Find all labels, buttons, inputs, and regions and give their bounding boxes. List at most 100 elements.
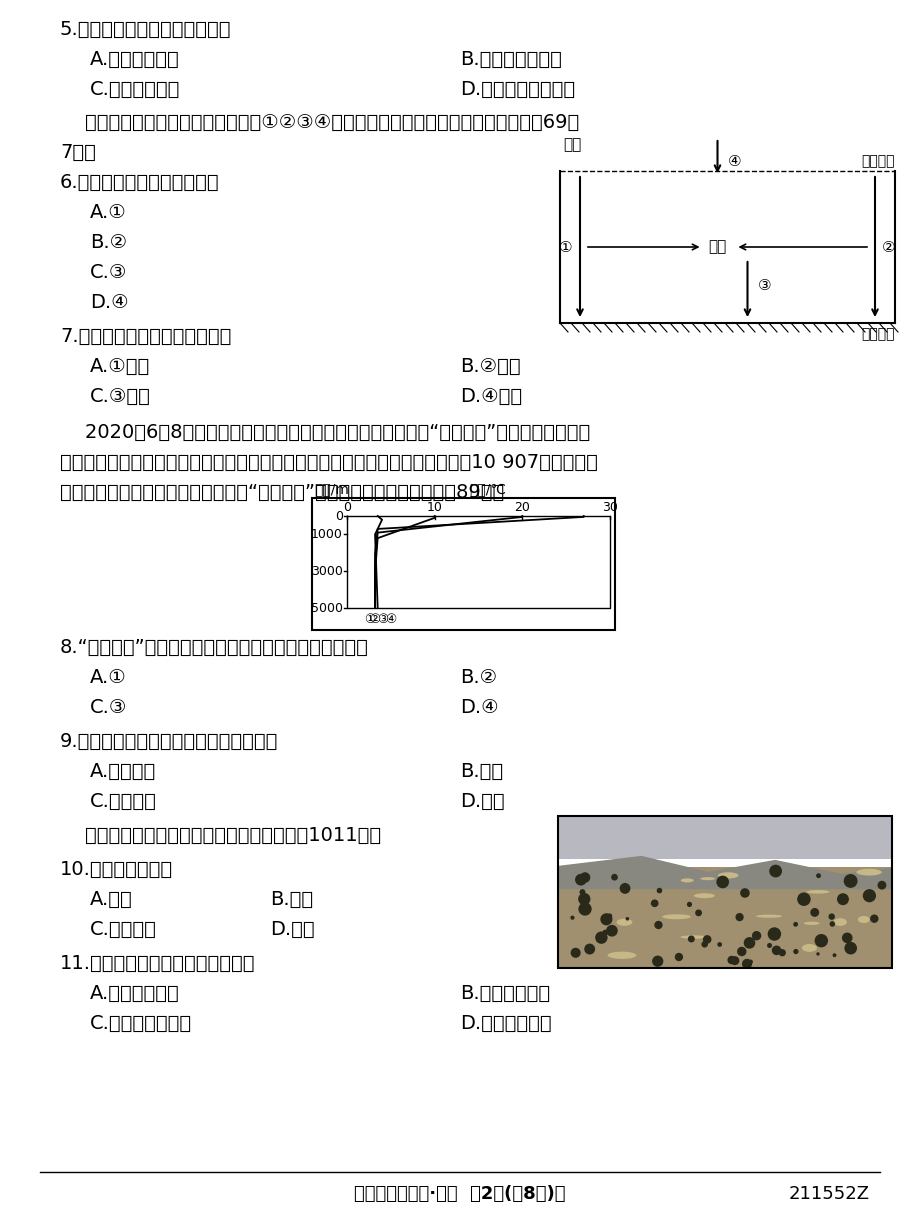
Circle shape bbox=[653, 921, 662, 930]
Text: 211552Z: 211552Z bbox=[789, 1185, 869, 1204]
Circle shape bbox=[656, 887, 662, 893]
Text: A.东北平原地区: A.东北平原地区 bbox=[90, 984, 179, 1004]
Circle shape bbox=[595, 931, 607, 944]
Circle shape bbox=[748, 960, 752, 964]
Text: C.蕨类植被: C.蕨类植被 bbox=[90, 920, 157, 939]
Bar bbox=[558, 867, 891, 968]
Text: 0: 0 bbox=[335, 509, 343, 522]
Text: A.裸子植物繁荣: A.裸子植物繁荣 bbox=[90, 50, 179, 69]
Circle shape bbox=[687, 936, 694, 943]
Text: C.③减弱: C.③减弱 bbox=[90, 387, 151, 406]
Circle shape bbox=[736, 947, 745, 956]
Text: 温度/℃: 温度/℃ bbox=[469, 482, 506, 496]
Text: B.②: B.② bbox=[90, 233, 127, 252]
Text: B.②: B.② bbox=[460, 668, 496, 687]
Bar bbox=[558, 816, 891, 968]
Text: 《高一期中考试·地理  第2页(共8页)》: 《高一期中考试·地理 第2页(共8页)》 bbox=[354, 1185, 565, 1204]
Text: C.③: C.③ bbox=[90, 263, 127, 282]
Circle shape bbox=[574, 874, 586, 886]
Circle shape bbox=[844, 942, 857, 955]
Ellipse shape bbox=[755, 915, 781, 917]
Text: C.长江中下游地区: C.长江中下游地区 bbox=[90, 1014, 192, 1033]
Text: 右图为我国某地区的自然景观图。读图完成1011题。: 右图为我国某地区的自然景观图。读图完成1011题。 bbox=[60, 827, 380, 845]
Circle shape bbox=[869, 915, 878, 922]
Circle shape bbox=[741, 959, 752, 968]
Ellipse shape bbox=[616, 919, 631, 926]
Circle shape bbox=[602, 930, 607, 936]
Text: A.①: A.① bbox=[90, 668, 127, 687]
Ellipse shape bbox=[607, 951, 636, 959]
Circle shape bbox=[702, 936, 710, 944]
Text: 8.“海斗一号”下潜过程中经历的温度变化的曲线最可能是: 8.“海斗一号”下潜过程中经历的温度变化的曲线最可能是 bbox=[60, 638, 369, 657]
Circle shape bbox=[829, 921, 834, 927]
Circle shape bbox=[734, 913, 743, 921]
Circle shape bbox=[843, 874, 857, 888]
Circle shape bbox=[836, 893, 848, 905]
Circle shape bbox=[576, 875, 582, 880]
Text: 6.图中对地面起保温作用的是: 6.图中对地面起保温作用的是 bbox=[60, 173, 220, 191]
Text: D.四川盆地地区: D.四川盆地地区 bbox=[460, 1014, 551, 1033]
Text: 3000: 3000 bbox=[311, 565, 343, 578]
Circle shape bbox=[862, 890, 875, 902]
Circle shape bbox=[815, 953, 819, 955]
Text: D.荒漠: D.荒漠 bbox=[269, 920, 314, 939]
Circle shape bbox=[777, 949, 785, 956]
Circle shape bbox=[832, 953, 835, 957]
Text: B.洋流: B.洋流 bbox=[460, 762, 503, 781]
Circle shape bbox=[570, 948, 580, 957]
Text: 右图为大气受热过程示意图，其中①②③④分别表示四种不同的辐射类型。据此完成69～: 右图为大气受热过程示意图，其中①②③④分别表示四种不同的辐射类型。据此完成69～ bbox=[60, 113, 579, 132]
Text: D.④: D.④ bbox=[90, 293, 129, 311]
Text: 30: 30 bbox=[601, 501, 618, 514]
Ellipse shape bbox=[803, 921, 819, 925]
Text: 0: 0 bbox=[343, 501, 351, 514]
Text: 太阳: 太阳 bbox=[562, 137, 581, 152]
Text: ②: ② bbox=[881, 240, 895, 255]
Circle shape bbox=[695, 909, 701, 916]
Circle shape bbox=[579, 890, 584, 896]
Circle shape bbox=[796, 892, 810, 905]
Text: B.草原: B.草原 bbox=[269, 890, 312, 909]
Ellipse shape bbox=[680, 879, 693, 882]
Text: 地球表面: 地球表面 bbox=[860, 327, 894, 341]
Circle shape bbox=[610, 874, 618, 881]
Text: A.①: A.① bbox=[90, 202, 127, 222]
Ellipse shape bbox=[662, 914, 690, 919]
Text: ④: ④ bbox=[727, 154, 741, 168]
Circle shape bbox=[607, 914, 612, 919]
Ellipse shape bbox=[801, 944, 816, 951]
Circle shape bbox=[606, 925, 617, 937]
Circle shape bbox=[813, 934, 827, 948]
Text: 水器，在马里亚纳海沟完成了首次万米海试与实验性应用任务，最大下潜深度达10 907米，刷新了: 水器，在马里亚纳海沟完成了首次万米海试与实验性应用任务，最大下潜深度达10 90… bbox=[60, 453, 597, 471]
Ellipse shape bbox=[693, 893, 714, 898]
Circle shape bbox=[700, 941, 708, 948]
Text: B.西北内陆地区: B.西北内陆地区 bbox=[460, 984, 550, 1004]
Circle shape bbox=[652, 955, 663, 967]
Text: 我国潜水器最大下潜深度记录，搞乘“探索一号”科考船载誉归来。读图完成89题。: 我国潜水器最大下潜深度记录，搞乘“探索一号”科考船载誉归来。读图完成89题。 bbox=[60, 484, 504, 502]
Text: 大气: 大气 bbox=[708, 240, 726, 255]
Ellipse shape bbox=[857, 916, 868, 924]
Text: 7.若大气中的水汽和云量减少则: 7.若大气中的水汽和云量减少则 bbox=[60, 327, 231, 345]
Circle shape bbox=[570, 915, 573, 920]
Circle shape bbox=[577, 893, 590, 905]
Circle shape bbox=[686, 902, 691, 907]
Bar bbox=[558, 816, 891, 858]
Text: ③: ③ bbox=[377, 613, 388, 627]
Text: D.④增强: D.④增强 bbox=[460, 387, 522, 406]
Circle shape bbox=[625, 917, 629, 921]
Ellipse shape bbox=[680, 936, 707, 939]
Text: 5.恐龙大灭绝后迎来的地质时期: 5.恐龙大灭绝后迎来的地质时期 bbox=[60, 21, 232, 39]
Text: 9.影响海水温度垂直变化的最主要因素是: 9.影响海水温度垂直变化的最主要因素是 bbox=[60, 732, 278, 751]
Circle shape bbox=[650, 899, 658, 907]
Circle shape bbox=[766, 943, 771, 948]
Bar bbox=[312, 498, 614, 630]
Text: C.③: C.③ bbox=[90, 698, 127, 718]
Text: 2020年6月8日，由中国科学院沈阳自动化研究所主持研制的“海斗一号”全海深自主遥控潜: 2020年6月8日，由中国科学院沈阳自动化研究所主持研制的“海斗一号”全海深自主… bbox=[60, 423, 590, 442]
Circle shape bbox=[810, 908, 818, 916]
Circle shape bbox=[584, 944, 595, 955]
Circle shape bbox=[600, 913, 612, 925]
Circle shape bbox=[815, 874, 820, 879]
Circle shape bbox=[578, 903, 591, 915]
Circle shape bbox=[841, 932, 852, 943]
Circle shape bbox=[771, 945, 780, 955]
Text: 7题。: 7题。 bbox=[60, 143, 96, 162]
